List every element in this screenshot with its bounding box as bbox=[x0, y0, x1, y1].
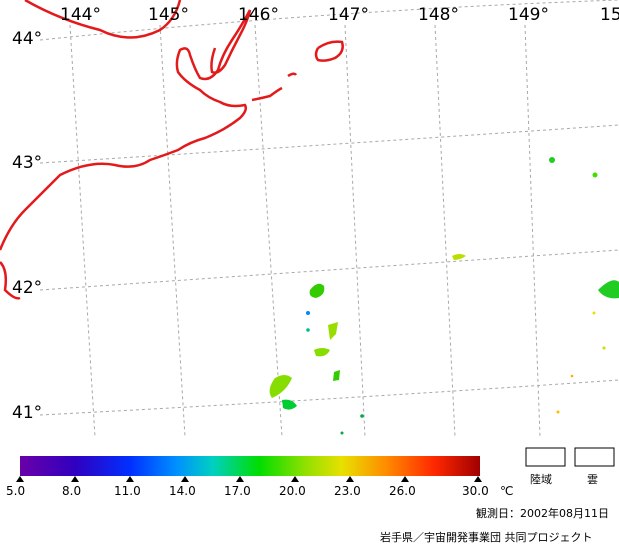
lon-label-149: 149° bbox=[508, 5, 549, 25]
colorbar-gradient bbox=[20, 456, 480, 476]
cloud-legend-label: 雲 bbox=[587, 473, 598, 486]
credit-text: 岩手県／宇宙開発事業団 共同プロジェクト bbox=[380, 530, 593, 544]
colorbar: 5.0 8.0 11.0 14.0 17.0 20.0 23.0 26.0 30… bbox=[6, 456, 513, 498]
land-legend-swatch bbox=[525, 447, 566, 467]
colorbar-tick-label: 11.0 bbox=[114, 484, 141, 498]
colorbar-tick-label: 5.0 bbox=[6, 484, 25, 498]
lat-label-43: 43° bbox=[12, 153, 42, 173]
colorbar-unit: ℃ bbox=[500, 484, 513, 498]
colorbar-tick-label: 8.0 bbox=[62, 484, 81, 498]
lon-label-147: 147° bbox=[328, 5, 369, 25]
lat-label-41: 41° bbox=[12, 403, 42, 423]
lon-label-144: 144° bbox=[60, 5, 101, 25]
land-legend-label: 陸域 bbox=[530, 473, 552, 486]
colorbar-tick-label: 17.0 bbox=[224, 484, 251, 498]
lon-label-148: 148° bbox=[418, 5, 459, 25]
longitude-labels: 144° 145° 146° 147° 148° 149° 15 bbox=[60, 5, 619, 25]
sst-patches bbox=[269, 157, 619, 435]
latitude-labels: 44° 43° 42° 41° bbox=[12, 29, 42, 423]
graticule bbox=[39, 0, 619, 438]
cloud-legend-swatch bbox=[574, 447, 615, 467]
colorbar-tick-label: 14.0 bbox=[169, 484, 196, 498]
colorbar-tick-label: 20.0 bbox=[279, 484, 306, 498]
colorbar-tick-label: 30.0 bbox=[462, 484, 489, 498]
lon-label-150: 15 bbox=[600, 5, 619, 25]
colorbar-tick-label: 23.0 bbox=[334, 484, 361, 498]
colorbar-ticks bbox=[16, 476, 482, 482]
map-area bbox=[0, 0, 619, 437]
lon-label-145: 145° bbox=[148, 5, 189, 25]
lat-label-44: 44° bbox=[12, 29, 42, 49]
lon-label-146: 146° bbox=[238, 5, 279, 25]
observation-date: 観測日：2002年08月11日 bbox=[476, 506, 609, 520]
lat-label-42: 42° bbox=[12, 278, 42, 298]
coastline bbox=[0, 0, 344, 300]
colorbar-tick-label: 26.0 bbox=[389, 484, 416, 498]
legend: 陸域 雲 bbox=[525, 447, 615, 486]
